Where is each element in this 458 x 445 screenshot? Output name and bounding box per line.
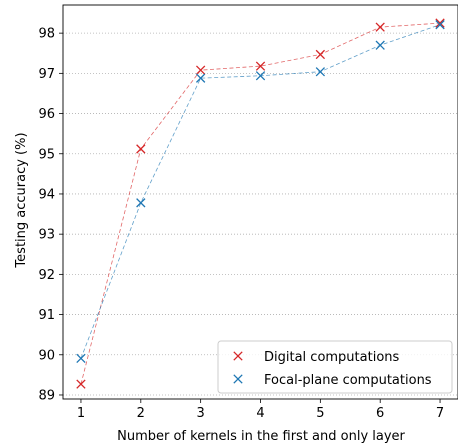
x-tick-label: 2 bbox=[137, 406, 145, 421]
marker-stroke bbox=[136, 198, 146, 208]
x-tick-label: 3 bbox=[197, 406, 205, 421]
series-1-point bbox=[76, 379, 86, 389]
legend-marker-1 bbox=[233, 351, 243, 361]
marker-stroke bbox=[375, 40, 385, 50]
series-line-2 bbox=[80, 24, 441, 359]
y-axis: 89 90 91 92 93 94 95 96 97 98 bbox=[38, 27, 63, 403]
marker-stroke bbox=[233, 351, 243, 361]
marker-stroke bbox=[195, 65, 206, 75]
marker-stroke bbox=[233, 374, 243, 384]
series-2-point bbox=[136, 198, 146, 208]
x-axis-label: Number of kernels in the first and only … bbox=[117, 429, 405, 444]
series-2-point bbox=[315, 67, 326, 77]
y-tick-label: 89 bbox=[38, 388, 55, 403]
series-2-point bbox=[375, 40, 385, 50]
x-tick-label: 5 bbox=[316, 406, 324, 421]
series-1-point bbox=[136, 144, 146, 154]
series-2-point bbox=[255, 71, 266, 81]
x-tick-label: 7 bbox=[436, 406, 444, 421]
y-tick-label: 94 bbox=[38, 187, 55, 202]
legend-marker-2 bbox=[233, 374, 243, 384]
x-axis: 1 2 3 4 5 6 7 bbox=[77, 399, 444, 421]
series-1-point bbox=[255, 61, 266, 71]
y-tick-label: 90 bbox=[38, 348, 55, 363]
series-1-point bbox=[375, 22, 385, 32]
series-2-point bbox=[435, 20, 445, 30]
legend-entry-2: Focal-plane computations bbox=[264, 373, 432, 388]
legend: Digital computations Focal-plane computat… bbox=[217, 340, 453, 394]
marker-stroke bbox=[435, 20, 445, 30]
plot-frame bbox=[62, 4, 458, 400]
y-tick-label: 95 bbox=[38, 147, 55, 162]
marker-stroke bbox=[255, 61, 266, 71]
marker-stroke bbox=[315, 67, 326, 77]
y-tick-label: 98 bbox=[38, 27, 55, 42]
series-1-point bbox=[315, 49, 326, 60]
y-tick-label: 93 bbox=[38, 228, 55, 243]
marker-stroke bbox=[195, 73, 206, 83]
marker-stroke bbox=[315, 49, 326, 60]
y-tick-label: 97 bbox=[38, 67, 55, 82]
series-line-1 bbox=[80, 22, 441, 385]
legend-box bbox=[217, 340, 453, 394]
series-1-point bbox=[195, 65, 206, 75]
x-tick-label: 6 bbox=[376, 406, 384, 421]
x-tick-label: 4 bbox=[256, 406, 264, 421]
legend-entry-1: Digital computations bbox=[264, 350, 400, 365]
y-axis-label: Testing accuracy (%) bbox=[14, 132, 29, 268]
marker-stroke bbox=[136, 144, 146, 154]
marker-stroke bbox=[375, 22, 385, 32]
marker-stroke bbox=[76, 353, 86, 364]
series-2-point bbox=[195, 73, 206, 83]
plot-area bbox=[62, 4, 458, 400]
series-2-point bbox=[76, 353, 86, 364]
marker-stroke bbox=[76, 379, 86, 389]
marker-stroke bbox=[435, 18, 445, 28]
y-tick-label: 96 bbox=[38, 107, 55, 122]
y-tick-label: 91 bbox=[38, 308, 55, 323]
x-tick-label: 1 bbox=[77, 406, 85, 421]
y-tick-label: 92 bbox=[38, 268, 55, 283]
series-1-point bbox=[435, 18, 445, 28]
marker-stroke bbox=[255, 71, 266, 81]
